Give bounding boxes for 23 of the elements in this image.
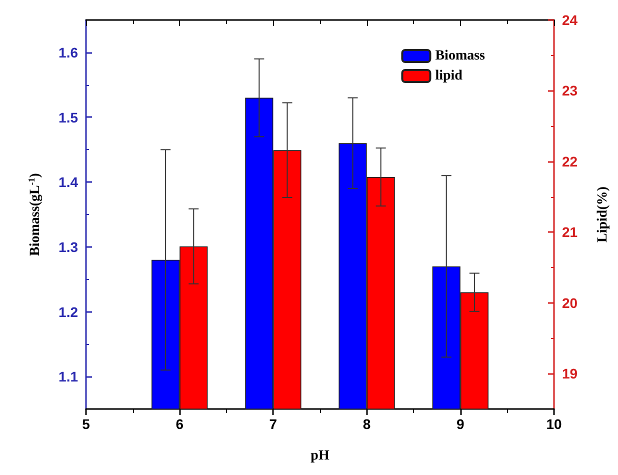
y-axis-title: Biomass(gL-1) xyxy=(26,172,43,256)
y-tick-label: 1.1 xyxy=(58,368,78,385)
x-tick-label: 10 xyxy=(546,416,562,432)
y2-axis-title: Lipid(%) xyxy=(596,186,610,243)
y-tick-label: 1.2 xyxy=(58,304,78,320)
y2-tick-label: 22 xyxy=(562,153,578,170)
x-axis-title: pH xyxy=(310,448,330,464)
legend-label: lipid xyxy=(435,68,463,84)
y-tick-label: 1.6 xyxy=(58,44,78,60)
y2-tick-label: 23 xyxy=(562,82,578,99)
y2-tick-label: 21 xyxy=(562,224,578,240)
y-tick-label: 1.3 xyxy=(58,238,78,255)
x-tick-label: 7 xyxy=(269,416,278,432)
y2-tick-label: 20 xyxy=(562,294,578,311)
y-tick-label: 1.4 xyxy=(58,174,78,190)
x-tick-label: 9 xyxy=(456,416,464,432)
x-tick-label: 8 xyxy=(362,416,371,432)
y-tick-label: 1.5 xyxy=(58,109,78,126)
legend-label: Biomass xyxy=(435,48,486,64)
y2-tick-label: 24 xyxy=(562,12,578,28)
x-tick-label: 6 xyxy=(176,416,184,432)
x-tick-label: 5 xyxy=(82,416,90,432)
y2-tick-label: 19 xyxy=(562,366,578,382)
